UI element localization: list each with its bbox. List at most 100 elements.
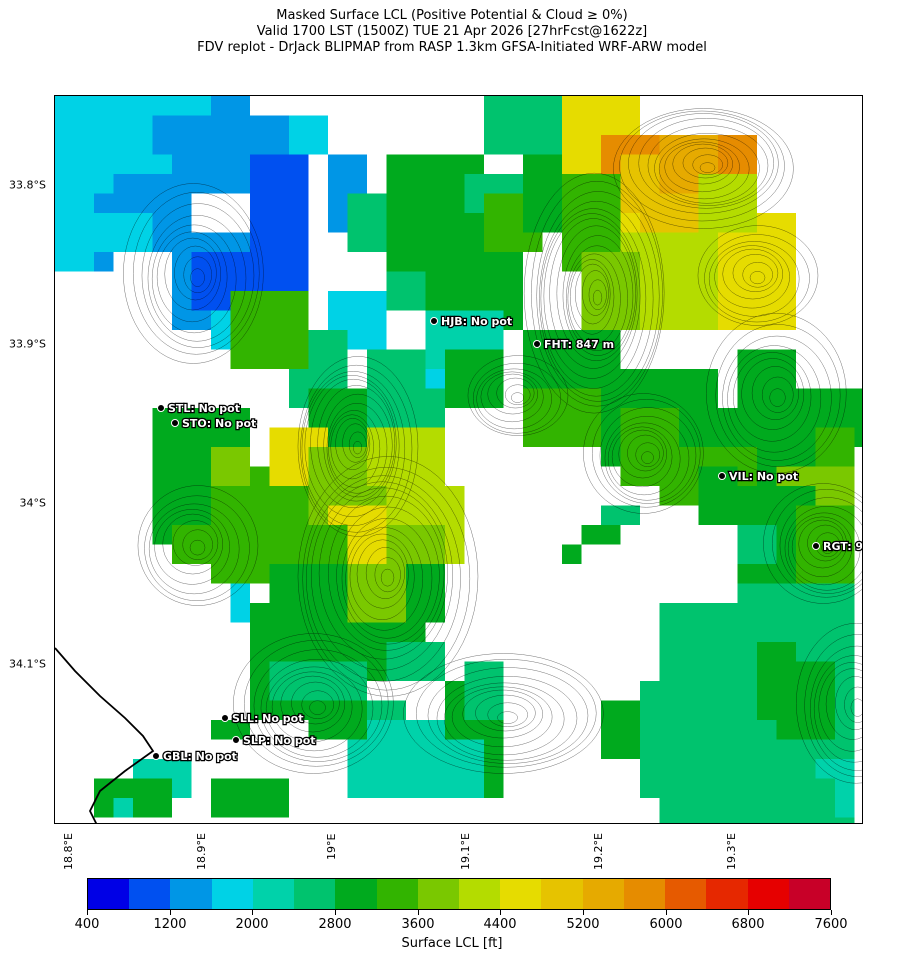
contour-line bbox=[349, 533, 415, 620]
colorbar-swatch bbox=[335, 879, 377, 909]
lcl-cell bbox=[601, 700, 640, 759]
contour-line bbox=[807, 524, 844, 562]
contour-line bbox=[189, 539, 206, 556]
contour-line bbox=[504, 384, 531, 406]
contour-line bbox=[415, 659, 597, 768]
contour-line bbox=[732, 254, 779, 293]
contour-line bbox=[769, 388, 786, 407]
lon-label: 19.1°E bbox=[459, 833, 472, 870]
contour-line bbox=[844, 686, 862, 723]
contour-line bbox=[310, 378, 397, 509]
contour-line bbox=[156, 231, 228, 323]
station-dot bbox=[718, 472, 726, 480]
contour-line bbox=[451, 686, 553, 748]
contour-line bbox=[132, 192, 260, 355]
contour-line bbox=[835, 676, 862, 730]
lcl-cell bbox=[386, 642, 445, 681]
contour-line bbox=[763, 483, 862, 604]
contour-line bbox=[638, 118, 774, 209]
lcl-cells bbox=[55, 96, 862, 823]
colorbar-tick-mark bbox=[335, 910, 336, 915]
lon-label: 19°E bbox=[325, 833, 338, 860]
station-label: SLP: No pot bbox=[243, 734, 316, 747]
contour-line bbox=[556, 225, 636, 362]
contour-line bbox=[714, 245, 790, 309]
contour-line bbox=[304, 375, 400, 517]
station-dot bbox=[152, 752, 160, 760]
contour-line bbox=[260, 659, 374, 758]
station-dot bbox=[157, 404, 165, 412]
colorbar-swatch bbox=[665, 879, 707, 909]
contour-line bbox=[531, 180, 663, 407]
contour-line bbox=[323, 393, 393, 498]
contour-line bbox=[147, 215, 247, 342]
contour-line bbox=[297, 356, 419, 537]
contour-line bbox=[403, 653, 604, 774]
lcl-cell bbox=[211, 778, 289, 818]
contour-line bbox=[582, 270, 609, 316]
contour-line bbox=[497, 711, 518, 724]
contour-line bbox=[591, 399, 701, 508]
contour-line bbox=[697, 225, 819, 326]
contour-line bbox=[318, 487, 448, 660]
lcl-cell bbox=[659, 759, 757, 818]
colorbar-tick-mark bbox=[87, 910, 88, 915]
contour-line bbox=[742, 262, 773, 288]
colorbar-swatch bbox=[211, 879, 253, 909]
contour-line bbox=[562, 235, 634, 356]
contour-line bbox=[233, 633, 394, 774]
contour-line bbox=[183, 256, 212, 294]
lcl-cell bbox=[484, 96, 543, 155]
lcl-cell bbox=[55, 135, 94, 272]
lcl-cell bbox=[776, 661, 835, 740]
colorbar-tick: 1200 bbox=[153, 917, 187, 932]
contour-line bbox=[265, 666, 363, 752]
contour-line bbox=[328, 495, 445, 651]
contour-line bbox=[692, 154, 723, 176]
lcl-cell bbox=[464, 661, 504, 720]
contour-line bbox=[540, 208, 647, 389]
contour-line bbox=[291, 681, 340, 725]
lcl-cell bbox=[113, 798, 133, 818]
contour-line bbox=[779, 497, 862, 594]
contour-line bbox=[154, 509, 230, 585]
lon-label: 19.2°E bbox=[592, 833, 605, 870]
contour-line bbox=[443, 682, 565, 756]
contour-line bbox=[539, 200, 654, 397]
lcl-cell bbox=[230, 291, 309, 369]
contour-line bbox=[467, 355, 569, 436]
map-panel: HJB: No pot FHT: 847 m STL: No pot STO: No … bbox=[54, 95, 863, 824]
colorbar-tick: 6000 bbox=[649, 917, 683, 932]
title-line-2: Valid 1700 LST (1500Z) TUE 21 Apr 2026 [… bbox=[256, 24, 648, 39]
colorbar-swatch bbox=[88, 879, 130, 909]
terrain-contours bbox=[123, 108, 862, 784]
contour-line bbox=[619, 110, 785, 222]
colorbar-tick: 2000 bbox=[235, 917, 269, 932]
colorbar-swatch bbox=[623, 879, 666, 909]
contour-line bbox=[627, 434, 664, 472]
contour-line bbox=[341, 518, 433, 639]
contour-line bbox=[618, 429, 667, 479]
contour-line bbox=[791, 516, 853, 578]
contour-line bbox=[487, 702, 528, 728]
contour-line bbox=[727, 345, 822, 453]
station-dot bbox=[812, 542, 820, 550]
contour-line bbox=[813, 655, 862, 763]
station-label: STL: No pot bbox=[168, 402, 240, 415]
colorbar-tick: 7600 bbox=[814, 917, 848, 932]
colorbar-swatch bbox=[788, 879, 830, 909]
station-label: HJB: No pot bbox=[441, 315, 512, 328]
colorbar-tick: 2800 bbox=[318, 917, 352, 932]
colorbar-swatch bbox=[500, 879, 542, 909]
contour-line bbox=[635, 442, 660, 468]
contour-line bbox=[722, 248, 783, 300]
colorbar-swatch bbox=[417, 879, 459, 909]
contour-line bbox=[182, 529, 213, 561]
colorbar-swatch bbox=[747, 879, 789, 909]
colorbar-swatch bbox=[129, 879, 171, 909]
colorbar-label: Surface LCL [ft] bbox=[401, 936, 503, 951]
contour-line bbox=[475, 694, 536, 732]
colorbar-swatch bbox=[706, 879, 748, 909]
colorbar-swatch bbox=[294, 879, 336, 909]
lcl-cell bbox=[94, 213, 153, 252]
